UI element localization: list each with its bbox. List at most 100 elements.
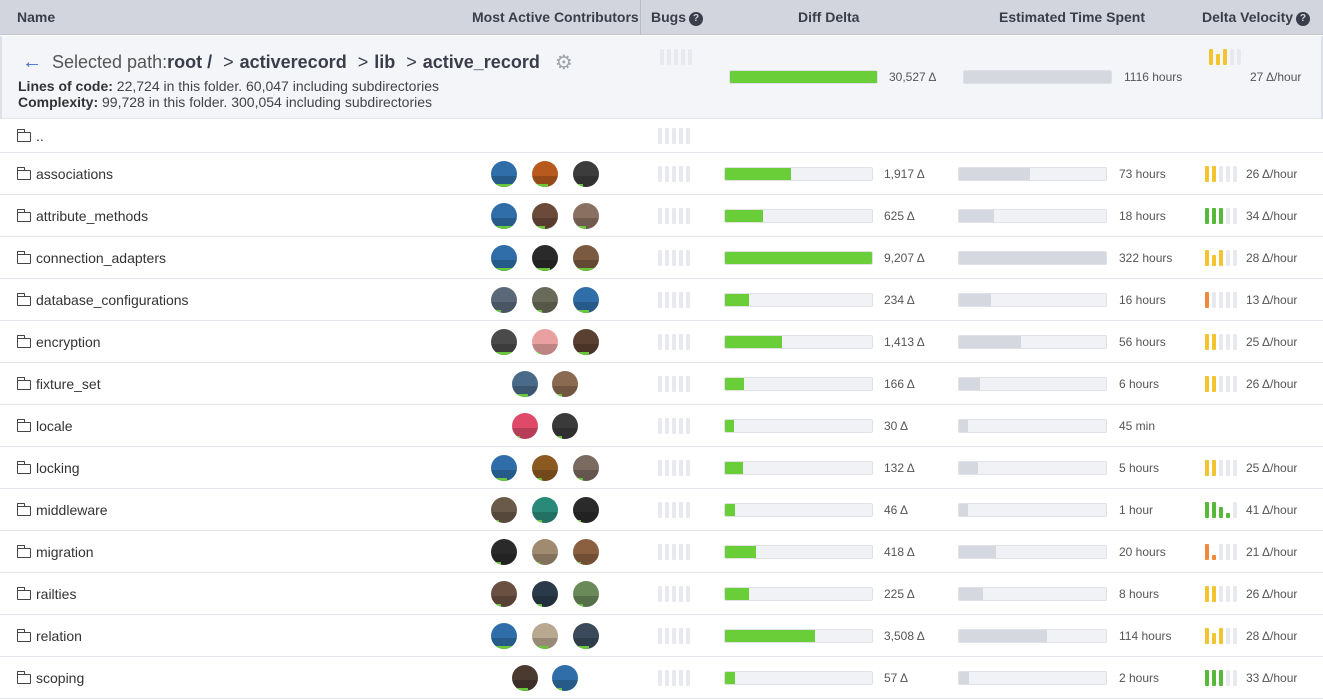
time-spent-value: 6 hours bbox=[1119, 377, 1160, 391]
avatar[interactable] bbox=[532, 539, 558, 565]
avatar[interactable] bbox=[491, 497, 517, 523]
avatar[interactable] bbox=[532, 581, 558, 607]
gear-icon[interactable]: ⚙ bbox=[554, 52, 573, 74]
table-row[interactable]: connection_adapters 9,207 Δ 322 hours 28… bbox=[0, 237, 1323, 279]
avatar[interactable] bbox=[552, 371, 578, 397]
avatar[interactable] bbox=[491, 287, 517, 313]
parent-folder-row[interactable]: .. bbox=[0, 119, 1323, 153]
help-icon[interactable]: ? bbox=[689, 12, 703, 26]
folder-name[interactable]: .. bbox=[16, 119, 44, 153]
avatar[interactable] bbox=[552, 413, 578, 439]
folder-name[interactable]: locking bbox=[16, 447, 80, 489]
avatar[interactable] bbox=[532, 497, 558, 523]
avatar[interactable] bbox=[573, 623, 599, 649]
avatar[interactable] bbox=[532, 161, 558, 187]
avatar[interactable] bbox=[512, 413, 538, 439]
velocity-bar bbox=[1233, 544, 1237, 560]
folder-name[interactable]: relation bbox=[16, 615, 82, 657]
folder-name[interactable]: fixture_set bbox=[16, 363, 101, 405]
avatar[interactable] bbox=[491, 329, 517, 355]
diff-delta-fill bbox=[725, 462, 743, 474]
folder-name[interactable]: associations bbox=[16, 153, 113, 195]
velocity-bar bbox=[1233, 670, 1237, 686]
avatar[interactable] bbox=[573, 455, 599, 481]
avatar[interactable] bbox=[512, 665, 538, 691]
table-row[interactable]: fixture_set 166 Δ 6 hours 26 Δ/hour bbox=[0, 363, 1323, 405]
avatar[interactable] bbox=[512, 371, 538, 397]
name-column-header[interactable]: Name bbox=[17, 9, 56, 25]
help-icon[interactable]: ? bbox=[1296, 12, 1311, 26]
folder-name[interactable]: middleware bbox=[16, 489, 108, 531]
avatar[interactable] bbox=[532, 455, 558, 481]
table-row[interactable]: attribute_methods 625 Δ 18 hours 34 Δ/ho… bbox=[0, 195, 1323, 237]
avatar[interactable] bbox=[491, 539, 517, 565]
table-row[interactable]: database_configurations 234 Δ 16 hours 1… bbox=[0, 279, 1323, 321]
bugs-column-header[interactable]: Bugs? bbox=[651, 0, 703, 35]
avatar[interactable] bbox=[573, 203, 599, 229]
avatar[interactable] bbox=[552, 665, 578, 691]
velocity-bar bbox=[1219, 586, 1223, 602]
folder-name[interactable]: migration bbox=[16, 531, 94, 573]
avatar[interactable] bbox=[532, 203, 558, 229]
velocity-bar bbox=[1212, 633, 1216, 644]
folder-name[interactable]: database_configurations bbox=[16, 279, 189, 321]
diff-delta-fill bbox=[725, 672, 736, 684]
avatar[interactable] bbox=[573, 329, 599, 355]
folder-name[interactable]: railties bbox=[16, 573, 76, 615]
avatar[interactable] bbox=[573, 497, 599, 523]
avatar[interactable] bbox=[573, 581, 599, 607]
table-row[interactable]: associations 1,917 Δ 73 hours 26 Δ/hour bbox=[0, 153, 1323, 195]
avatar[interactable] bbox=[532, 623, 558, 649]
table-row[interactable]: relation 3,508 Δ 114 hours 28 Δ/hour bbox=[0, 615, 1323, 657]
velocity-value: 28 Δ/hour bbox=[1246, 629, 1298, 643]
velocity-column-header[interactable]: Delta Velocity? bbox=[1202, 0, 1311, 35]
back-arrow-icon[interactable]: ← bbox=[22, 51, 42, 73]
breadcrumb-segment[interactable]: lib bbox=[374, 52, 396, 72]
diff-delta-value: 3,508 Δ bbox=[884, 629, 925, 643]
folder-name[interactable]: locale bbox=[16, 405, 73, 447]
folder-label: middleware bbox=[36, 502, 108, 518]
avatar[interactable] bbox=[491, 161, 517, 187]
avatar[interactable] bbox=[532, 245, 558, 271]
table-row[interactable]: encryption 1,413 Δ 56 hours 25 Δ/hour bbox=[0, 321, 1323, 363]
time-spent-value: 20 hours bbox=[1119, 545, 1166, 559]
diff-delta-column-header[interactable]: Diff Delta bbox=[798, 9, 860, 25]
table-row[interactable]: railties 225 Δ 8 hours 26 Δ/hour bbox=[0, 573, 1323, 615]
avatar[interactable] bbox=[491, 203, 517, 229]
folder-name[interactable]: connection_adapters bbox=[16, 237, 166, 279]
avatar[interactable] bbox=[491, 455, 517, 481]
avatar[interactable] bbox=[491, 581, 517, 607]
avatar[interactable] bbox=[532, 287, 558, 313]
velocity-bar bbox=[1219, 166, 1223, 182]
folder-name[interactable]: attribute_methods bbox=[16, 195, 148, 237]
avatar[interactable] bbox=[491, 245, 517, 271]
folder-name[interactable]: encryption bbox=[16, 321, 101, 363]
breadcrumb-segment[interactable]: active_record bbox=[422, 52, 540, 72]
avatar[interactable] bbox=[573, 539, 599, 565]
table-row[interactable]: migration 418 Δ 20 hours 21 Δ/hour bbox=[0, 531, 1323, 573]
avatar[interactable] bbox=[573, 245, 599, 271]
table-row[interactable]: locking 132 Δ 5 hours 25 Δ/hour bbox=[0, 447, 1323, 489]
folder-name[interactable]: scoping bbox=[16, 657, 84, 699]
table-row[interactable]: middleware 46 Δ 1 hour 41 Δ/hour bbox=[0, 489, 1323, 531]
breadcrumb-segment[interactable]: activerecord bbox=[239, 52, 347, 72]
avatar[interactable] bbox=[573, 287, 599, 313]
table-row[interactable]: locale 30 Δ 45 min bbox=[0, 405, 1323, 447]
diff-delta-value: 1,917 Δ bbox=[884, 167, 925, 181]
velocity-value: 27 Δ/hour bbox=[1250, 70, 1302, 84]
velocity-bar bbox=[1233, 502, 1237, 518]
breadcrumb-root[interactable]: root / bbox=[167, 52, 213, 72]
table-row[interactable]: scoping 57 Δ 2 hours 33 Δ/hour bbox=[0, 657, 1323, 699]
velocity-bar bbox=[1226, 334, 1230, 350]
velocity-bar bbox=[1226, 376, 1230, 392]
contributors-column-header[interactable]: Most Active Contributors bbox=[472, 9, 639, 25]
velocity-value: 13 Δ/hour bbox=[1246, 293, 1298, 307]
diff-delta-bar bbox=[724, 251, 873, 265]
time-spent-column-header[interactable]: Estimated Time Spent bbox=[999, 9, 1146, 25]
diff-delta-bar bbox=[724, 503, 873, 517]
avatar[interactable] bbox=[532, 329, 558, 355]
diff-delta-fill bbox=[725, 546, 756, 558]
time-spent-bar bbox=[958, 503, 1107, 517]
avatar[interactable] bbox=[491, 623, 517, 649]
avatar[interactable] bbox=[573, 161, 599, 187]
